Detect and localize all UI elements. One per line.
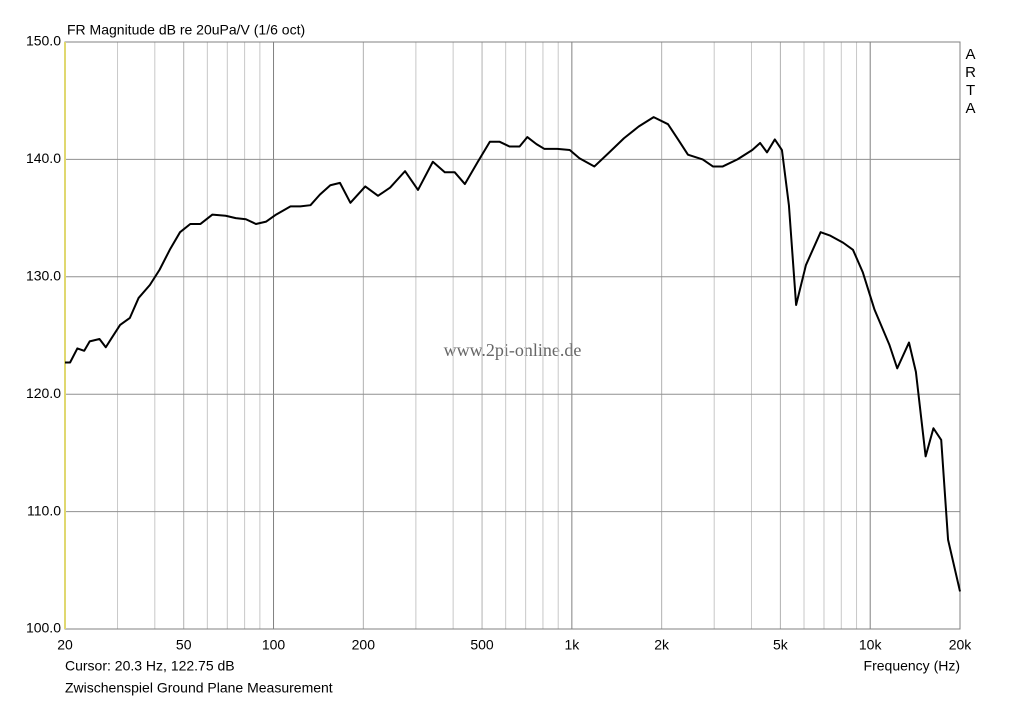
x-axis-label: Frequency (Hz) <box>864 658 960 674</box>
x-tick-label: 1k <box>564 637 580 653</box>
x-tick-label: 500 <box>470 637 494 653</box>
x-tick-label: 100 <box>262 637 286 653</box>
x-tick-label: 20 <box>57 637 73 653</box>
x-tick-label: 20k <box>949 637 973 653</box>
plot-frame <box>64 41 961 630</box>
y-tick-label: 130.0 <box>26 268 61 284</box>
x-tick-label: 10k <box>859 637 883 653</box>
chart-title: FR Magnitude dB re 20uPa/V (1/6 oct) <box>67 22 305 38</box>
x-tick-label: 2k <box>654 637 670 653</box>
x-tick-label: 50 <box>176 637 192 653</box>
x-tick-label: 200 <box>352 637 376 653</box>
y-tick-label: 100.0 <box>26 620 61 636</box>
y-tick-label: 140.0 <box>26 150 61 166</box>
y-tick-label: 150.0 <box>26 33 61 49</box>
side-label: ARTA <box>962 46 979 118</box>
x-tick-label: 5k <box>773 637 789 653</box>
response-line <box>65 116 961 592</box>
footer: Zwischenspiel Ground Plane Measurement <box>65 680 333 696</box>
y-tick-label: 110.0 <box>27 502 61 518</box>
cursor-text: Cursor: 20.3 Hz, 122.75 dB <box>65 658 235 674</box>
y-tick-label: 120.0 <box>26 385 61 401</box>
watermark: www.2pi-online.de <box>444 340 582 360</box>
